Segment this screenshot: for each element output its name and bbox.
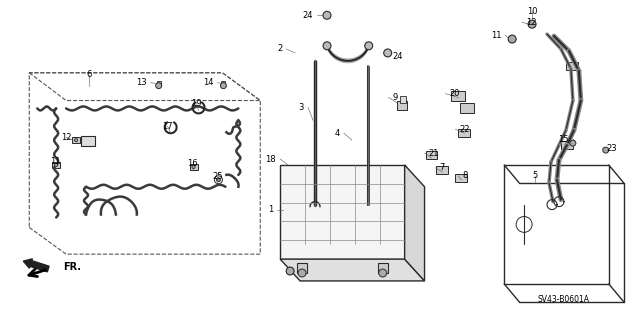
Text: 20: 20 [449, 89, 460, 98]
Bar [280, 165, 404, 259]
Bar [52, 162, 60, 168]
Circle shape [156, 83, 162, 89]
Text: 12: 12 [61, 133, 71, 142]
Text: 11: 11 [491, 31, 501, 40]
Text: 25: 25 [212, 172, 223, 181]
Bar [566, 62, 578, 70]
Polygon shape [280, 259, 424, 281]
Text: 24: 24 [303, 11, 313, 20]
Bar [221, 81, 225, 85]
Text: 15: 15 [559, 135, 569, 144]
Text: 24: 24 [393, 52, 403, 61]
Text: 10: 10 [527, 7, 538, 16]
Text: 3: 3 [299, 103, 304, 112]
Circle shape [323, 42, 331, 50]
Text: 17: 17 [163, 122, 173, 131]
Bar [72, 137, 80, 143]
Circle shape [365, 42, 372, 50]
Bar [378, 263, 388, 273]
Text: 21: 21 [429, 149, 439, 158]
Bar [189, 164, 198, 170]
Bar [456, 174, 467, 182]
FancyArrow shape [23, 259, 49, 272]
Circle shape [323, 11, 331, 19]
Text: 22: 22 [460, 125, 470, 134]
Bar [460, 103, 474, 114]
Text: 5: 5 [532, 171, 538, 180]
Bar [504, 165, 609, 284]
Text: FR.: FR. [63, 262, 81, 272]
Bar [451, 91, 465, 100]
Text: 6: 6 [86, 70, 92, 79]
Text: 9: 9 [393, 93, 398, 102]
Circle shape [570, 140, 576, 146]
Text: 23: 23 [607, 144, 618, 152]
Text: SV43-B0601A: SV43-B0601A [538, 295, 590, 304]
Circle shape [298, 269, 306, 277]
Bar [458, 129, 470, 137]
Text: 8: 8 [462, 171, 468, 180]
Circle shape [220, 83, 227, 89]
Circle shape [528, 20, 536, 28]
Circle shape [216, 178, 220, 182]
Circle shape [54, 163, 58, 167]
Bar [397, 100, 406, 110]
Polygon shape [404, 165, 424, 281]
Circle shape [508, 35, 516, 43]
Text: 18: 18 [266, 154, 276, 164]
Circle shape [603, 147, 609, 153]
Text: 7: 7 [440, 163, 445, 173]
Text: 2: 2 [277, 44, 282, 54]
Bar [157, 81, 161, 85]
Text: 12: 12 [526, 18, 536, 27]
Text: 11: 11 [50, 158, 60, 167]
Bar [436, 166, 449, 174]
Text: 1: 1 [268, 205, 273, 214]
Bar [81, 136, 95, 146]
Text: 14: 14 [203, 78, 214, 87]
Bar [561, 141, 573, 149]
Text: 16: 16 [188, 160, 198, 168]
Bar [399, 96, 406, 103]
Text: 13: 13 [136, 78, 147, 87]
Circle shape [192, 165, 195, 168]
Circle shape [379, 269, 387, 277]
Circle shape [74, 138, 77, 142]
Circle shape [286, 267, 294, 275]
Text: 19: 19 [191, 99, 202, 108]
Circle shape [384, 49, 392, 57]
Bar [297, 263, 307, 273]
Text: 4: 4 [335, 129, 340, 138]
Bar [426, 151, 438, 159]
